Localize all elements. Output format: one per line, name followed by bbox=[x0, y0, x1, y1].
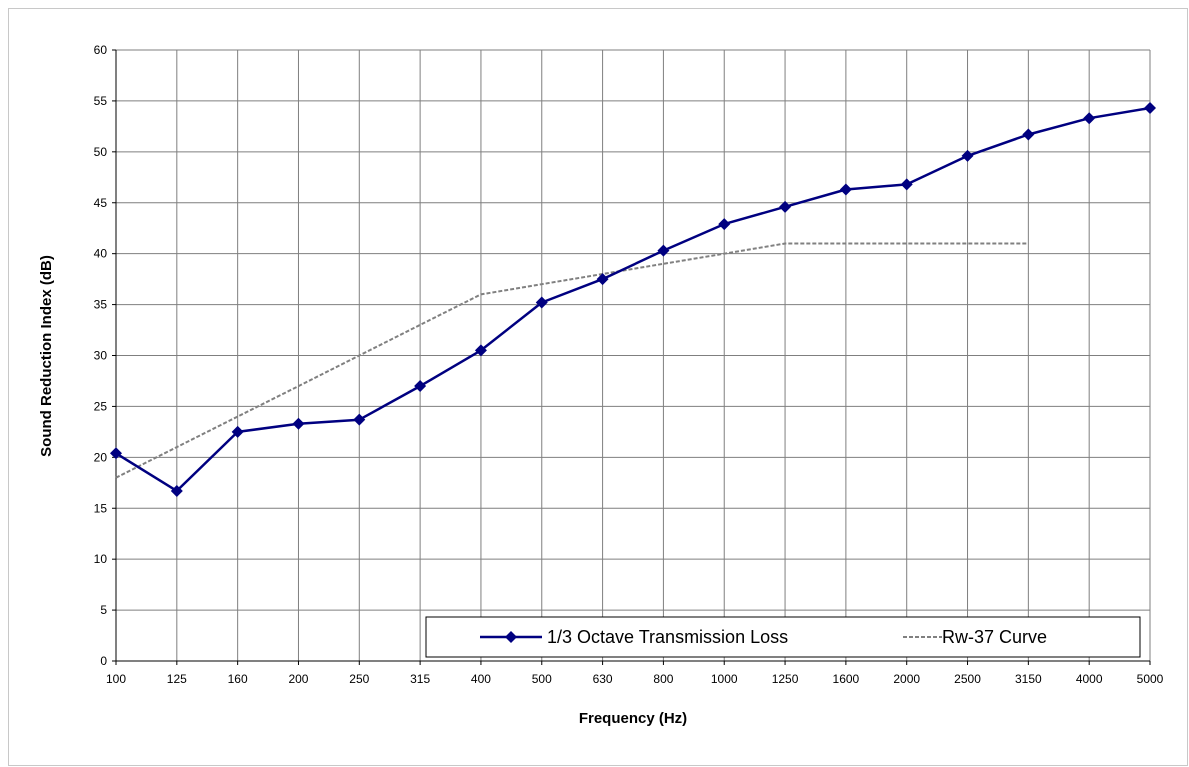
x-tick-label: 2500 bbox=[954, 672, 981, 686]
data-point-transmission-loss bbox=[1083, 112, 1096, 125]
x-tick-label: 315 bbox=[410, 672, 430, 686]
data-point-transmission-loss bbox=[1022, 128, 1035, 141]
data-point-transmission-loss bbox=[657, 244, 670, 257]
data-point-transmission-loss bbox=[1144, 102, 1156, 115]
data-point-transmission-loss bbox=[718, 218, 731, 231]
x-axis-title: Frequency (Hz) bbox=[579, 710, 687, 727]
y-tick-label: 30 bbox=[94, 349, 108, 363]
legend-box bbox=[425, 616, 1141, 658]
x-tick-label: 400 bbox=[471, 672, 491, 686]
x-tick-label: 500 bbox=[532, 672, 552, 686]
x-tick-label: 5000 bbox=[1137, 672, 1164, 686]
series-line-transmission-loss bbox=[115, 106, 1151, 493]
y-tick-label: 25 bbox=[94, 399, 108, 413]
data-point-transmission-loss bbox=[474, 344, 487, 357]
y-tick-label: 60 bbox=[94, 43, 108, 57]
series-layer bbox=[110, 102, 1156, 497]
y-tick-labels: 0 5 10 15 20 25 30 35 40 45 50 55 60 bbox=[94, 43, 108, 668]
y-axis-title: Sound Reduction Index (dB) bbox=[38, 255, 55, 457]
y-tick-label: 50 bbox=[94, 145, 108, 159]
x-tick-label: 4000 bbox=[1076, 672, 1103, 686]
x-tick-label: 200 bbox=[288, 672, 308, 686]
data-point-transmission-loss bbox=[110, 447, 122, 460]
y-tick-label: 45 bbox=[94, 196, 108, 210]
x-tick-label: 250 bbox=[349, 672, 369, 686]
data-point-transmission-loss bbox=[961, 149, 974, 162]
y-tick-label: 40 bbox=[94, 247, 108, 261]
x-tick-labels: 100 125 160 200 250 315 400 500 630 800 1000 1250 16… bbox=[106, 672, 1164, 686]
data-point-transmission-loss bbox=[596, 273, 609, 286]
y-tick-label: 5 bbox=[100, 603, 107, 617]
data-point-transmission-loss bbox=[779, 200, 792, 213]
data-point-transmission-loss bbox=[839, 183, 852, 196]
y-tick-label: 55 bbox=[94, 94, 108, 108]
y-tick-label: 15 bbox=[94, 501, 108, 515]
x-tick-label: 160 bbox=[228, 672, 248, 686]
data-point-transmission-loss bbox=[353, 413, 366, 426]
data-point-transmission-loss bbox=[292, 417, 305, 430]
legend: 1/3 Octave Transmission Loss Rw-37 Curve bbox=[425, 616, 1141, 658]
x-tick-label: 800 bbox=[653, 672, 673, 686]
y-tick-label: 20 bbox=[94, 450, 108, 464]
data-point-transmission-loss bbox=[231, 425, 244, 438]
x-tick-label: 125 bbox=[167, 672, 187, 686]
data-point-transmission-loss bbox=[170, 484, 183, 497]
x-tick-label: 2000 bbox=[893, 672, 920, 686]
axes bbox=[112, 49, 1151, 665]
x-tick-label: 100 bbox=[106, 672, 126, 686]
data-point-transmission-loss bbox=[900, 178, 913, 191]
data-point-transmission-loss bbox=[535, 296, 548, 309]
x-tick-label: 3150 bbox=[1015, 672, 1042, 686]
x-tick-label: 1000 bbox=[711, 672, 738, 686]
y-tick-label: 0 bbox=[100, 654, 107, 668]
legend-marker-transmission-loss bbox=[505, 631, 517, 643]
legend-label-transmission-loss: 1/3 Octave Transmission Loss bbox=[547, 627, 788, 647]
legend-label-rw37: Rw-37 Curve bbox=[942, 627, 1047, 647]
x-tick-label: 1250 bbox=[772, 672, 799, 686]
y-tick-label: 35 bbox=[94, 298, 108, 312]
series-line-rw37-curve bbox=[115, 242, 1029, 479]
y-tick-label: 10 bbox=[94, 552, 108, 566]
data-point-transmission-loss bbox=[414, 380, 427, 393]
x-tick-label: 1600 bbox=[833, 672, 860, 686]
x-tick-label: 630 bbox=[593, 672, 613, 686]
